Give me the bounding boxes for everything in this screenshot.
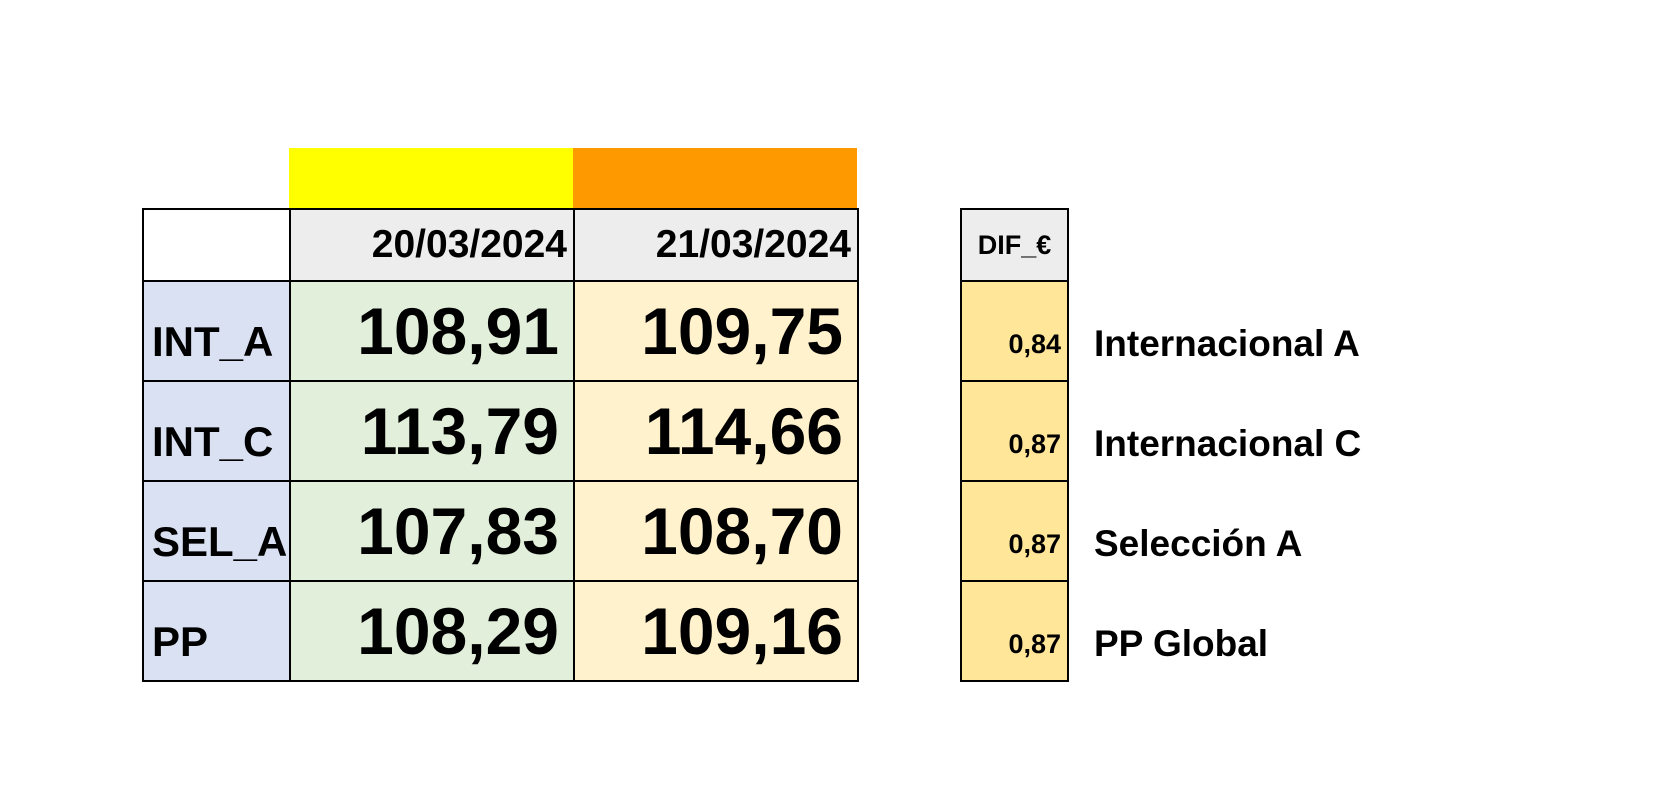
fund-name-label: PP Global <box>1094 623 1269 664</box>
price-value-day-2: 109,16 <box>573 580 859 682</box>
date-header-1: 20/03/2024 <box>289 208 575 282</box>
orange-header-bar <box>573 148 857 208</box>
table-row: 0,84 <box>960 280 1069 382</box>
yellow-header-bar <box>289 148 573 208</box>
date-header-2: 21/03/2024 <box>573 208 859 282</box>
fund-code: INT_A <box>142 280 291 382</box>
fund-code: PP <box>142 580 291 682</box>
diff-value: 0,87 <box>960 580 1069 682</box>
diff-value: 0,87 <box>960 480 1069 582</box>
diff-value: 0,87 <box>960 380 1069 482</box>
table-row: INT_C 113,79 114,66 <box>142 380 859 482</box>
price-value-day-1: 108,91 <box>289 280 575 382</box>
fund-name-label: Internacional A <box>1094 323 1360 364</box>
price-value-day-1: 107,83 <box>289 480 575 582</box>
difference-table: DIF_€ 0,84 0,87 0,87 0,87 <box>960 208 1069 682</box>
diff-value: 0,84 <box>960 280 1069 382</box>
fund-code: INT_C <box>142 380 291 482</box>
fund-name-label: Selección A <box>1094 523 1303 564</box>
diff-header: DIF_€ <box>960 208 1069 282</box>
date-header-row: 20/03/2024 21/03/2024 <box>142 208 859 282</box>
fund-code: SEL_A <box>142 480 291 582</box>
fund-name-label: Internacional C <box>1094 423 1362 464</box>
table-row: 0,87 <box>960 580 1069 682</box>
table-row: 0,87 <box>960 380 1069 482</box>
corner-cell <box>142 208 291 282</box>
price-value-day-2: 109,75 <box>573 280 859 382</box>
price-table: 20/03/2024 21/03/2024 INT_A 108,91 109,7… <box>142 208 859 682</box>
diff-header-row: DIF_€ <box>960 208 1069 282</box>
table-row: INT_A 108,91 109,75 <box>142 280 859 382</box>
price-value-day-2: 114,66 <box>573 380 859 482</box>
price-value-day-1: 113,79 <box>289 380 575 482</box>
price-value-day-1: 108,29 <box>289 580 575 682</box>
table-row: PP 108,29 109,16 <box>142 580 859 682</box>
table-row: 0,87 <box>960 480 1069 582</box>
table-row: SEL_A 107,83 108,70 <box>142 480 859 582</box>
price-value-day-2: 108,70 <box>573 480 859 582</box>
